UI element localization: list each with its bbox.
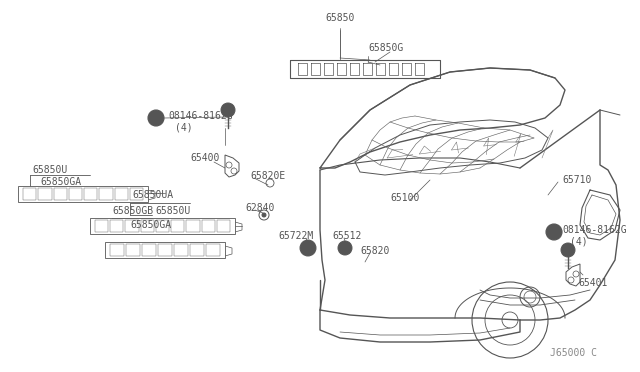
Bar: [171, 220, 184, 232]
Polygon shape: [566, 264, 580, 286]
Text: 08146-8162G: 08146-8162G: [562, 225, 627, 235]
Text: 65512: 65512: [332, 231, 362, 241]
Text: 65850GB: 65850GB: [112, 206, 153, 216]
Bar: [95, 220, 108, 232]
Bar: [190, 244, 204, 256]
Text: (4): (4): [175, 123, 193, 133]
Bar: [126, 244, 140, 256]
Bar: [23, 188, 36, 200]
Text: 65850UA: 65850UA: [132, 190, 173, 200]
Circle shape: [564, 246, 572, 254]
Circle shape: [546, 224, 562, 240]
Bar: [18, 186, 148, 202]
Text: 65400: 65400: [190, 153, 220, 163]
Bar: [90, 218, 235, 234]
Text: J65000 C: J65000 C: [550, 348, 597, 358]
Circle shape: [221, 103, 235, 117]
Text: 65820: 65820: [360, 246, 389, 256]
Text: 65850U: 65850U: [32, 165, 67, 175]
Bar: [110, 220, 124, 232]
Text: (4): (4): [570, 237, 588, 247]
Polygon shape: [225, 155, 239, 177]
Text: B: B: [551, 228, 557, 237]
Text: B: B: [153, 113, 159, 122]
Text: 08146-8162G: 08146-8162G: [168, 111, 232, 121]
Bar: [141, 220, 154, 232]
Text: 65401: 65401: [578, 278, 607, 288]
Text: 65850: 65850: [325, 13, 355, 23]
Bar: [174, 244, 188, 256]
Bar: [84, 188, 97, 200]
Circle shape: [342, 245, 348, 251]
Bar: [99, 188, 113, 200]
Circle shape: [224, 106, 232, 114]
Circle shape: [304, 244, 312, 252]
Bar: [186, 220, 200, 232]
Circle shape: [262, 213, 266, 217]
Text: 65710: 65710: [562, 175, 591, 185]
Bar: [217, 220, 230, 232]
Text: 65850G: 65850G: [368, 43, 403, 53]
Bar: [206, 244, 220, 256]
Bar: [142, 244, 156, 256]
Text: 65850U: 65850U: [155, 206, 190, 216]
Bar: [54, 188, 67, 200]
Bar: [158, 244, 172, 256]
Bar: [68, 188, 82, 200]
Bar: [110, 244, 124, 256]
Bar: [115, 188, 128, 200]
Text: 62840: 62840: [245, 203, 275, 213]
Text: 65850GA: 65850GA: [40, 177, 81, 187]
Circle shape: [148, 110, 164, 126]
Bar: [202, 220, 215, 232]
Text: 65820E: 65820E: [250, 171, 285, 181]
Bar: [38, 188, 51, 200]
Bar: [130, 188, 143, 200]
Text: 65722M: 65722M: [278, 231, 313, 241]
Text: 65850GA: 65850GA: [130, 220, 171, 230]
Bar: [156, 220, 169, 232]
Text: 65100: 65100: [390, 193, 419, 203]
Circle shape: [338, 241, 352, 255]
Circle shape: [300, 240, 316, 256]
Bar: [105, 242, 225, 258]
Bar: [125, 220, 139, 232]
Circle shape: [561, 243, 575, 257]
